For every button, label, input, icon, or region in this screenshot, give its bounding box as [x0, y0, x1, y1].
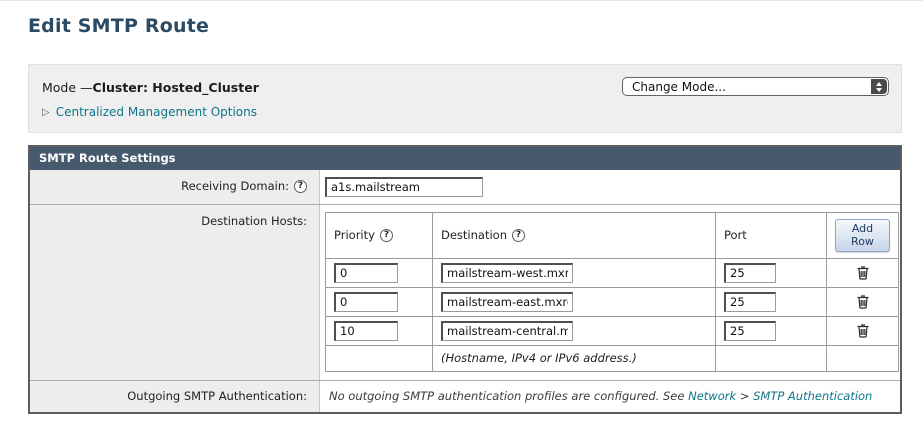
help-icon[interactable]: ? [379, 228, 393, 242]
destination-hosts-table-cell: Priority ? Destination ? Port [320, 205, 900, 380]
delete-row-button[interactable] [856, 323, 870, 338]
page-title: Edit SMTP Route [28, 15, 210, 37]
change-mode-select[interactable]: Change Mode... [622, 77, 889, 96]
receiving-domain-value-cell [320, 170, 900, 204]
destination-column-header: Destination ? [432, 211, 716, 259]
destination-input[interactable] [441, 320, 573, 341]
outgoing-smtp-auth-row: Outgoing SMTP Authentication: No outgoin… [30, 379, 900, 412]
change-mode-selected-value: Change Mode... [632, 79, 726, 94]
destination-hosts-table: Priority ? Destination ? Port [325, 211, 899, 372]
smtp-route-settings-panel: SMTP Route Settings Receiving Domain: ? … [28, 145, 902, 414]
expand-triangle-icon: ▷ [42, 106, 50, 118]
mode-box: Mode —Cluster: Hosted_Cluster ▷ Centrali… [28, 64, 902, 133]
priority-input[interactable] [334, 320, 398, 341]
network-link[interactable]: Network [688, 388, 737, 403]
select-stepper-icon [871, 79, 887, 94]
table-header-row: Priority ? Destination ? Port [325, 211, 899, 259]
mode-value: Cluster: Hosted_Cluster [92, 80, 259, 95]
port-input[interactable] [724, 262, 776, 283]
delete-row-button[interactable] [856, 294, 870, 309]
receiving-domain-label-cell: Receiving Domain: ? [30, 170, 320, 204]
trash-icon [857, 324, 868, 338]
receiving-domain-input[interactable] [325, 176, 483, 197]
trash-icon [857, 266, 868, 280]
priority-header-label: Priority [334, 228, 375, 242]
port-column-header: Port [715, 211, 827, 259]
destination-input[interactable] [441, 262, 573, 283]
smtp-authentication-link[interactable]: SMTP Authentication [753, 388, 873, 403]
outgoing-auth-label-cell: Outgoing SMTP Authentication: [30, 380, 320, 412]
table-row [325, 315, 899, 346]
breadcrumb-separator: > [739, 388, 750, 403]
outgoing-auth-label: Outgoing SMTP Authentication: [127, 388, 307, 403]
panel-header: SMTP Route Settings [30, 147, 900, 170]
priority-column-header: Priority ? [325, 211, 433, 259]
destination-hosts-label: Destination Hosts: [201, 213, 307, 228]
port-input[interactable] [724, 291, 776, 312]
empty-cell [325, 344, 433, 372]
delete-row-button[interactable] [856, 265, 870, 280]
outgoing-auth-text: No outgoing SMTP authentication profiles… [329, 388, 685, 403]
mode-label: Mode —Cluster: Hosted_Cluster [42, 77, 259, 95]
hostname-note-row: (Hostname, IPv4 or IPv6 address.) [325, 344, 899, 372]
destination-input[interactable] [441, 291, 573, 312]
table-row [325, 286, 899, 317]
mode-prefix: Mode — [42, 80, 93, 95]
receiving-domain-label: Receiving Domain: [181, 179, 289, 193]
trash-icon [857, 295, 868, 309]
destination-hosts-label-cell: Destination Hosts: [30, 204, 320, 380]
add-row-button[interactable]: Add Row [835, 218, 890, 252]
help-icon[interactable]: ? [294, 179, 307, 193]
outgoing-auth-value-cell: No outgoing SMTP authentication profiles… [320, 381, 900, 412]
hostname-note: (Hostname, IPv4 or IPv6 address.) [432, 344, 716, 372]
centralized-management-row: ▷ Centralized Management Options [42, 105, 259, 119]
port-header-label: Port [724, 228, 747, 242]
priority-input[interactable] [334, 262, 398, 283]
destination-hosts-row: Destination Hosts: Priority ? Dest [30, 203, 900, 380]
help-icon[interactable]: ? [512, 228, 525, 242]
empty-cell [826, 344, 899, 372]
add-row-header-cell: Add Row [826, 211, 899, 259]
table-row [325, 257, 899, 288]
mode-info: Mode —Cluster: Hosted_Cluster ▷ Centrali… [42, 77, 259, 132]
destination-header-label: Destination [441, 228, 507, 242]
priority-input[interactable] [334, 291, 398, 312]
port-input[interactable] [724, 320, 776, 341]
receiving-domain-row: Receiving Domain: ? [30, 170, 900, 204]
centralized-management-options-link[interactable]: Centralized Management Options [55, 105, 258, 119]
empty-cell [715, 344, 827, 372]
